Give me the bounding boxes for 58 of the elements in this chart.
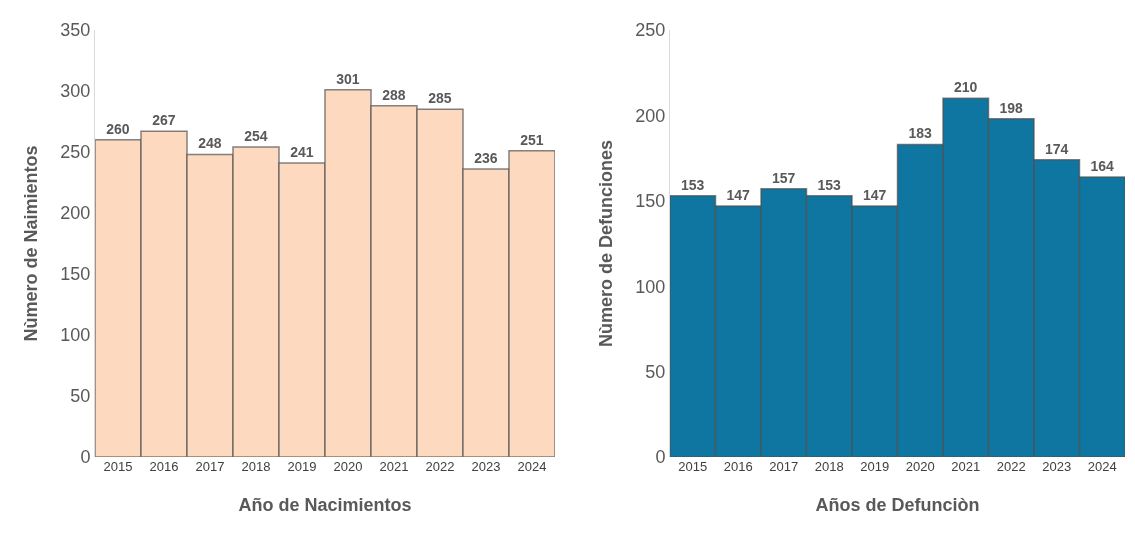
y-tick-label: 250 [635,20,666,41]
y-tick-label: 200 [635,105,666,126]
data-label: 301 [336,70,360,87]
y-axis-title: Nùmero de Naimientos [20,145,41,342]
y-axis-title: Nùmero de Defunciones [595,139,616,348]
data-label: 288 [382,86,406,103]
y-tick-label: 300 [60,81,91,102]
x-tick-label: 2019 [287,459,317,474]
data-label: 248 [198,135,222,152]
y-tick-label: 50 [645,361,666,382]
x-tick-label: 2015 [678,459,708,474]
data-label: 236 [474,150,498,167]
data-label: 260 [106,120,130,137]
x-tick-label: 2022 [425,459,455,474]
x-tick-label: 2021 [951,459,981,474]
x-tick-label: 2016 [149,459,179,474]
data-label: 198 [999,99,1024,116]
data-label: 210 [953,79,978,96]
y-tick-label: 100 [60,325,91,346]
x-tick-label: 2017 [769,459,799,474]
data-label: 153 [680,176,705,193]
x-tick-label: 2020 [333,459,363,474]
data-label: 153 [817,176,842,193]
x-axis-title: Año de Nacimientos [238,495,412,516]
data-label: 251 [520,131,544,148]
x-tick-label: 2020 [905,459,935,474]
data-label: 254 [244,128,268,145]
y-tick-label: 350 [60,20,91,41]
x-tick-label: 2024 [1087,459,1117,474]
x-tick-label: 2018 [241,459,271,474]
y-tick-label: 150 [635,191,666,212]
data-label: 183 [908,125,933,142]
data-label: 164 [1090,157,1115,174]
data-label: 157 [771,169,796,186]
data-label: 285 [428,90,452,107]
x-tick-label: 2023 [471,459,501,474]
x-tick-label: 2024 [517,459,547,474]
x-tick-label: 2022 [996,459,1026,474]
y-tick-label: 0 [80,447,91,468]
data-label: 267 [152,112,176,129]
y-tick-label: 200 [60,203,91,224]
x-tick-label: 2016 [723,459,753,474]
y-tick-label: 250 [60,142,91,163]
y-tick-label: 50 [70,386,91,407]
y-tick-label: 100 [635,276,666,297]
data-label: 241 [290,143,314,160]
x-tick-label: 2021 [379,459,409,474]
x-axis-title: Años de Defunciòn [815,495,980,516]
data-label: 174 [1044,140,1069,157]
x-tick-label: 2015 [103,459,133,474]
data-label: 147 [862,186,887,203]
x-tick-label: 2023 [1042,459,1072,474]
data-label: 147 [726,186,751,203]
y-tick-label: 150 [60,264,91,285]
y-tick-label: 0 [655,447,666,468]
x-tick-label: 2018 [814,459,844,474]
x-tick-label: 2019 [860,459,890,474]
x-tick-label: 2017 [195,459,225,474]
